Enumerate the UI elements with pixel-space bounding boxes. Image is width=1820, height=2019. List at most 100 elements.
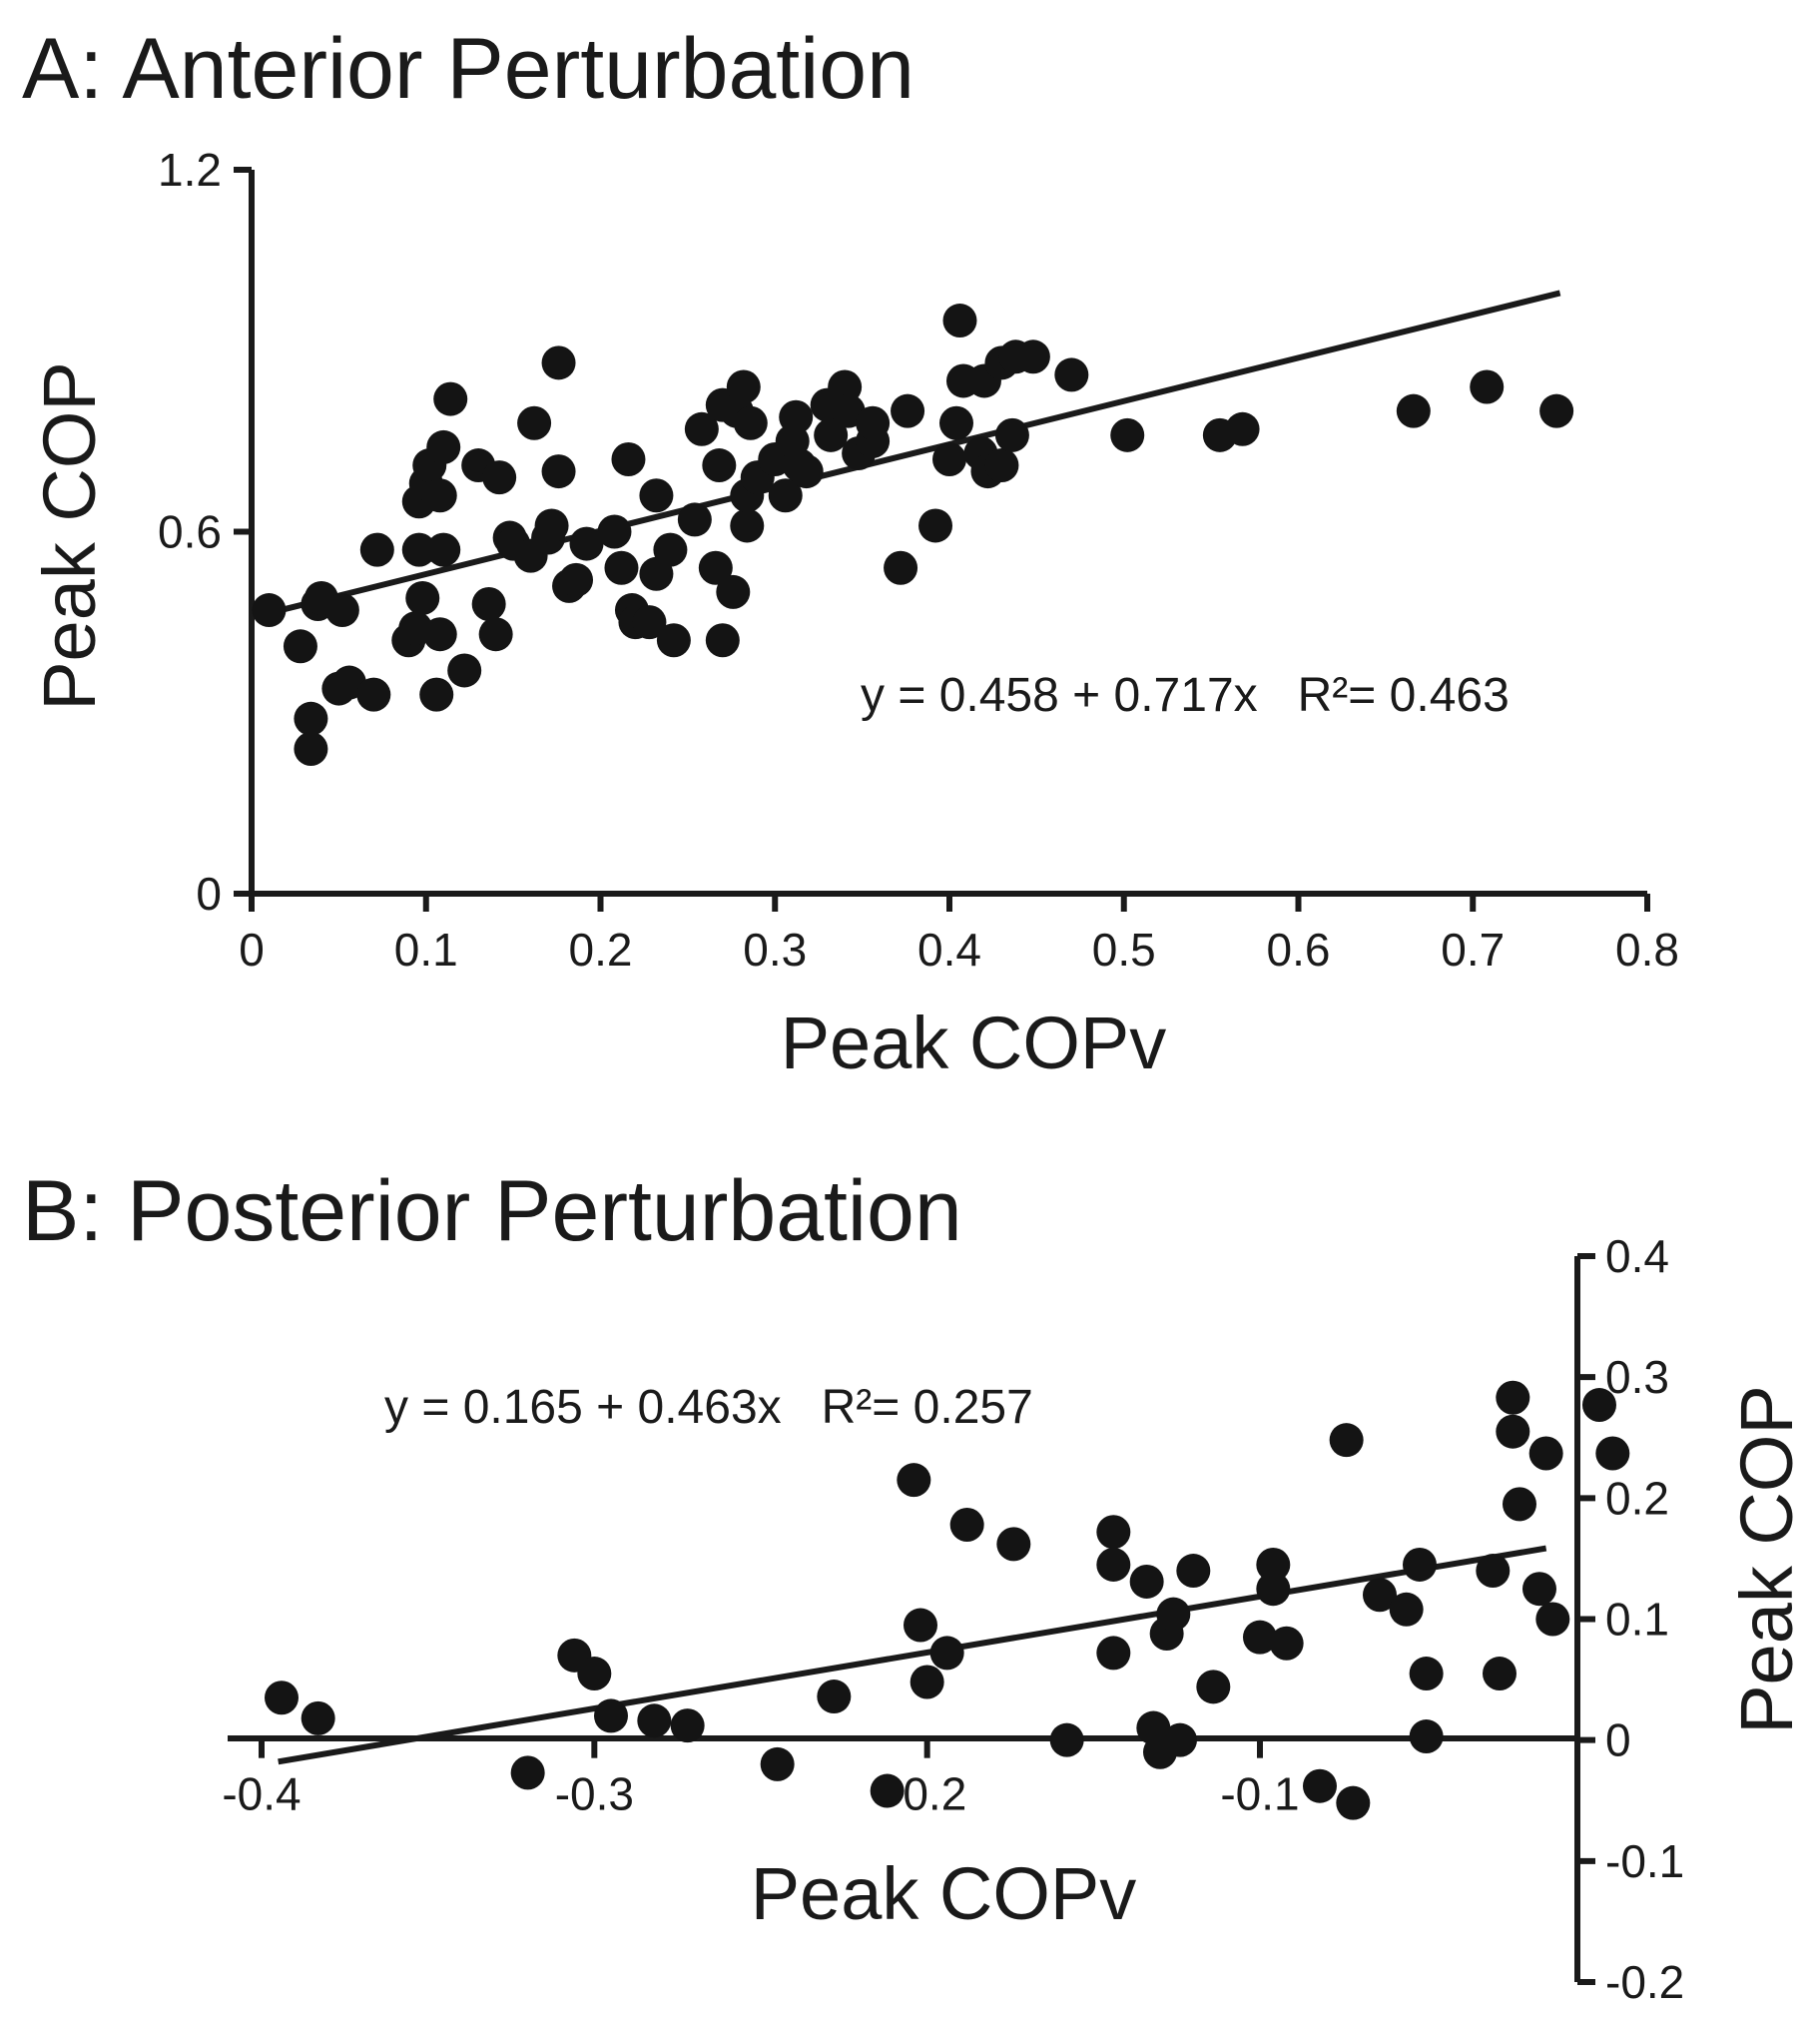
panel-a-data-point (789, 454, 824, 489)
panel-b-data-point (949, 1507, 984, 1542)
panel-a-data-point (705, 623, 740, 658)
panel-b-x-axis-label: Peak COPv (751, 1852, 1137, 1935)
panel-b-data-point (1129, 1564, 1164, 1599)
panel-b-data-point (1096, 1515, 1131, 1550)
panel-b-fit-equation: y = 0.165 + 0.463x (384, 1381, 782, 1434)
panel-a-data-point (541, 345, 576, 380)
panel-b-data-point (1302, 1768, 1337, 1803)
panel-a-data-point (447, 653, 482, 688)
panel-a-y-tick-label: 1.2 (158, 144, 222, 196)
panel-a-data-point (1396, 393, 1431, 428)
panel-a-x-tick-label: 0.7 (1441, 924, 1505, 976)
panel-a-data-point (984, 448, 1019, 483)
panel-a-data-point (702, 448, 737, 483)
panel-b-data-point (870, 1773, 905, 1808)
panel-b-data-point (1176, 1554, 1211, 1589)
panel-b-data-point (301, 1700, 335, 1735)
panel-b-data-point (996, 1527, 1031, 1562)
panel-a-title: A: Anterior Perturbation (22, 21, 914, 117)
panel-a-data-point (359, 532, 394, 567)
panel-b-data-point (903, 1608, 937, 1643)
panel-a-data-point (632, 605, 667, 640)
panel-b-y-axis-label: Peak COP (1725, 1385, 1808, 1734)
panel-b-data-point (593, 1698, 628, 1733)
panel-b-data-point (1156, 1597, 1191, 1632)
panel-a-data-point (294, 701, 328, 736)
panel-b-equation: y = 0.165 + 0.463x R²= 0.257 (384, 1381, 1033, 1434)
panel-a-data-point (482, 460, 517, 495)
panel-a-data-point (283, 629, 317, 664)
panel-b-data-point (577, 1657, 612, 1691)
panel-b-data-point (510, 1755, 545, 1790)
panel-b-data-point (1502, 1487, 1536, 1522)
panel-b-data-point (1096, 1547, 1131, 1582)
panel-b-data-point (1476, 1554, 1511, 1589)
panel-a-data-point (918, 508, 953, 543)
panel-b-data-point (1595, 1436, 1630, 1471)
panel-b-data-point (1362, 1578, 1397, 1613)
panel-b-data-point (1336, 1785, 1371, 1820)
panel-a-data-point (419, 677, 454, 712)
panel-b-data-point (1409, 1719, 1444, 1754)
panel-a-y-tick-label: 0.6 (158, 506, 222, 558)
panel-a-y-axis-label: Peak COP (28, 361, 111, 711)
panel-a-data-point (994, 417, 1029, 452)
panel-a-data-point (1539, 393, 1574, 428)
panel-b-data-point (1242, 1620, 1277, 1655)
panel-b-x-ticks: -0.4 -0.3 -0.2 -0.1 (222, 1739, 1300, 1820)
panel-a-data-point (856, 405, 891, 440)
panel-a-fit-line (268, 290, 1561, 616)
panel-a-x-tick-label: 0.4 (917, 924, 981, 976)
panel-b-x-tick-label: -0.1 (1220, 1768, 1299, 1820)
panel-a-data-point (1110, 417, 1145, 452)
panel-a-x-tick-label: 0.6 (1267, 924, 1331, 976)
panel-b-x-tick-label: -0.4 (222, 1768, 301, 1820)
panel-a-y-ticks: 0 0.6 1.2 (158, 144, 252, 920)
panel-b-y-tick-label: 0.4 (1605, 1230, 1669, 1282)
panel-a-equation: y = 0.458 + 0.717x R²= 0.463 (861, 669, 1510, 722)
panel-b-y-tick-label: 0 (1605, 1714, 1631, 1766)
panel-a-data-point (1225, 411, 1260, 446)
panel-a-data-point (401, 532, 436, 567)
panel-a-data-point (684, 411, 719, 446)
panel-a-data-point (478, 617, 513, 652)
panel-b-data-point (1049, 1722, 1084, 1757)
panel-a-data-point (656, 623, 691, 658)
panel-a-data-point (653, 532, 688, 567)
panel-b-data-point (264, 1681, 299, 1715)
panel-a-data-point (405, 580, 440, 615)
panel-a-x-tick-label: 0.2 (569, 924, 633, 976)
panel-a-data-point (1470, 369, 1505, 404)
panel-a-data-point (716, 574, 751, 609)
panel-b-y-tick-label: 0.2 (1605, 1472, 1669, 1524)
panel-a-data-point (639, 478, 674, 513)
panel-b-points (264, 1380, 1630, 1820)
panel-a-data-point (814, 417, 849, 452)
panel-b-data-point (1535, 1602, 1570, 1637)
panel-a-data-point (559, 562, 594, 597)
panel-b-data-point (1162, 1722, 1197, 1757)
panel-b-y-ticks: -0.2 -0.1 0 0.1 0.2 0.3 0.4 (1577, 1230, 1684, 2008)
panel-a-data-point (698, 550, 733, 585)
panel-b-r2: R²= 0.257 (822, 1381, 1033, 1434)
panel-a-data-point (252, 593, 287, 628)
panel-a-data-point (942, 304, 977, 338)
panel-b-data-point (1256, 1572, 1291, 1607)
panel-a-r2: R²= 0.463 (1298, 669, 1510, 722)
panel-a-points (252, 304, 1574, 766)
panel-a-data-point (426, 532, 461, 567)
panel-b-data-point (637, 1703, 672, 1738)
panel-a-data-point (611, 442, 646, 476)
panel-a-data-point (677, 502, 712, 537)
panel-b-data-point (1496, 1380, 1530, 1415)
panel-a-x-tick-label: 0.8 (1615, 924, 1679, 976)
panel-a-x-tick-label: 0.5 (1092, 924, 1156, 976)
panel-a-data-point (779, 399, 814, 434)
panel-a-data-point (517, 405, 552, 440)
panel-b-data-point (910, 1665, 944, 1699)
panel-a-x-tick-label: 0.3 (743, 924, 807, 976)
panel-a-data-point (426, 429, 461, 464)
panel-a-x-tick-label: 0 (239, 924, 265, 976)
panel-a-data-point (1054, 357, 1089, 392)
panel-b: B: Posterior Perturbation Peak COP Peak … (22, 1163, 1808, 2008)
